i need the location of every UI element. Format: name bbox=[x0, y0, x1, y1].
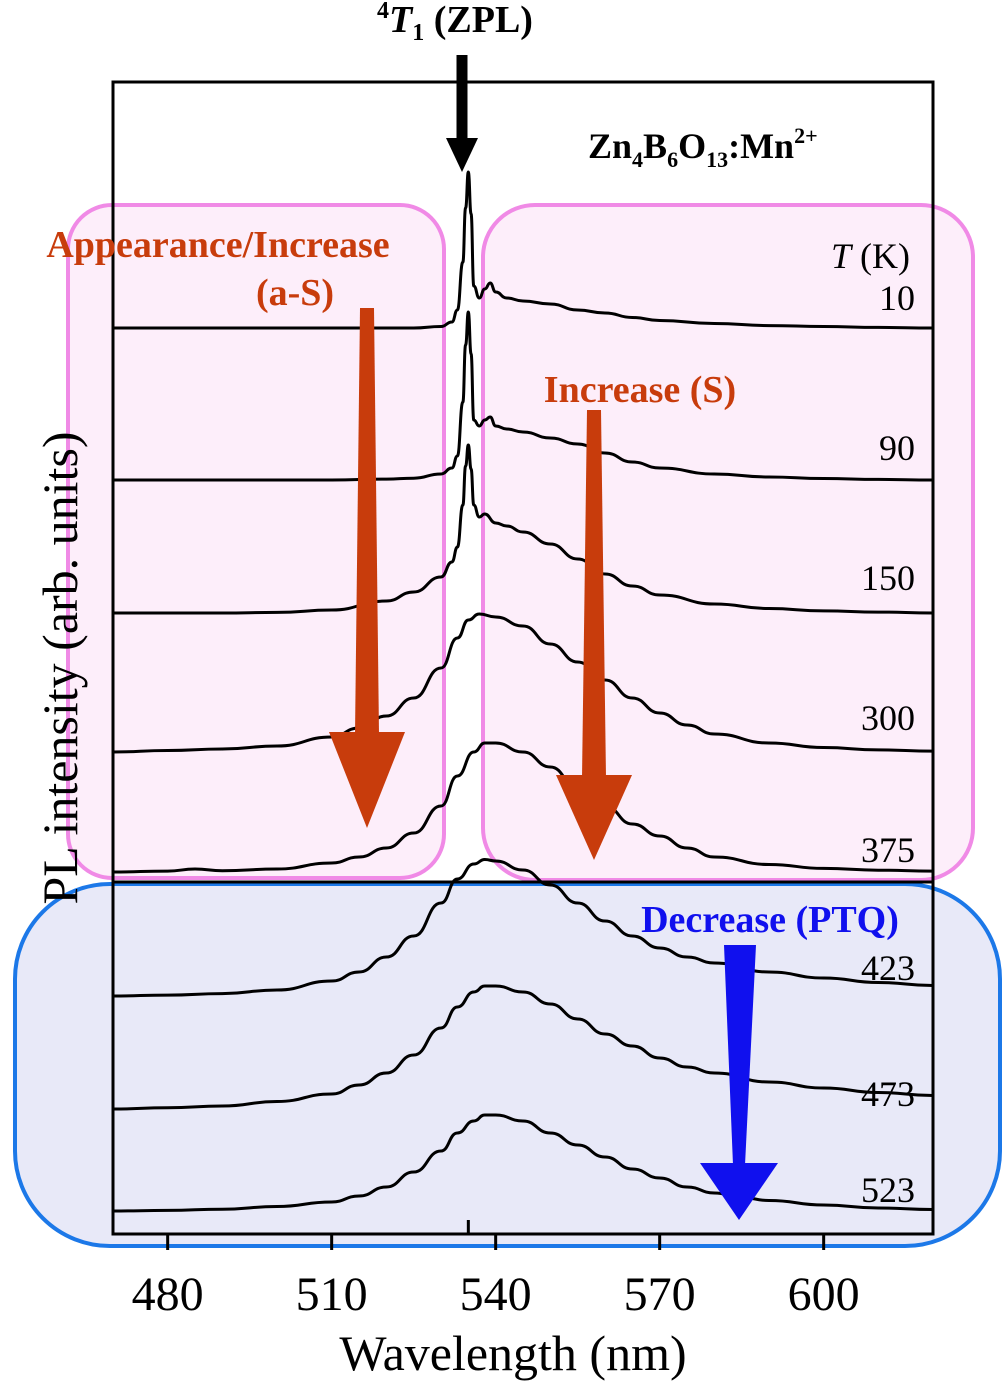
as-arrow-head bbox=[329, 732, 405, 828]
s-arrow bbox=[556, 410, 632, 860]
plot-frame bbox=[111, 80, 935, 1236]
sample-label-part: 6 bbox=[667, 147, 678, 172]
x-tick-label-570: 570 bbox=[624, 1268, 696, 1321]
spectra-layer bbox=[112, 170, 934, 1213]
zpl-arrow-head bbox=[446, 138, 478, 172]
sample-label-part: :Mn bbox=[728, 126, 794, 166]
as-label-line1: Appearance/Increase bbox=[46, 224, 389, 266]
temperature-unit: (K) bbox=[851, 236, 910, 276]
spectrum-line-473K bbox=[112, 984, 934, 1111]
temperature-label-473: 473 bbox=[861, 1074, 915, 1114]
y-axis-title: PL intensity (arb. units) bbox=[32, 431, 88, 904]
spectrum-line-375K bbox=[112, 741, 934, 874]
ptq-arrow-head bbox=[700, 1163, 778, 1220]
ptq-label: Decrease (PTQ) bbox=[641, 899, 899, 941]
s-region bbox=[481, 203, 975, 882]
temperature-label-375: 375 bbox=[861, 830, 915, 870]
x-tick-label-480: 480 bbox=[132, 1268, 204, 1321]
s-arrow-shaft bbox=[582, 410, 606, 778]
spectrum-line-150K bbox=[113, 443, 934, 615]
sample-label-part: 2+ bbox=[794, 123, 818, 148]
zpl-label: 4T1 (ZPL) bbox=[377, 0, 533, 46]
as-arrow-shaft bbox=[355, 308, 379, 735]
zpl-label-symbol: T bbox=[389, 0, 414, 41]
spectrum-line-90K bbox=[113, 310, 934, 482]
x-tick-label-510: 510 bbox=[296, 1268, 368, 1321]
s-label: Increase (S) bbox=[544, 369, 736, 411]
ptq-arrow bbox=[700, 945, 778, 1220]
temperature-label-423: 423 bbox=[861, 948, 915, 988]
temperature-symbol: T bbox=[831, 236, 854, 276]
spectrum-line-10K bbox=[113, 170, 934, 330]
temperature-label-90: 90 bbox=[879, 428, 915, 468]
x-axis: 480 510 540 570 600 bbox=[132, 1220, 860, 1321]
zpl-label-superscript: 4 bbox=[377, 0, 389, 24]
sample-label-part: B bbox=[643, 126, 667, 166]
zpl-label-text: (ZPL) bbox=[424, 0, 533, 41]
sample-label-part: O bbox=[678, 126, 706, 166]
sample-label: Zn4B6O13:Mn2+ bbox=[588, 123, 818, 172]
as-arrow bbox=[329, 308, 405, 828]
temperature-label-523: 523 bbox=[861, 1170, 915, 1210]
x-tick-label-540: 540 bbox=[460, 1268, 532, 1321]
spectrum-line-423K bbox=[112, 857, 934, 998]
x-tick-label-600: 600 bbox=[788, 1268, 860, 1321]
as-region bbox=[66, 203, 446, 880]
temperature-label-300: 300 bbox=[861, 698, 915, 738]
temperature-label-10: 10 bbox=[879, 278, 915, 318]
s-arrow-head bbox=[556, 775, 632, 860]
sample-label-part: 13 bbox=[706, 147, 728, 172]
zpl-label-subscript: 1 bbox=[412, 20, 424, 46]
ptq-arrow-shaft bbox=[724, 945, 756, 1165]
x-axis-title: Wavelength (nm) bbox=[339, 1325, 686, 1381]
temperature-labels: 10 90 150 300 375 423 473 523 bbox=[861, 278, 915, 1210]
as-label-line2: (a-S) bbox=[256, 272, 334, 314]
temperature-header: T (K) bbox=[831, 236, 910, 276]
sample-label-part: 4 bbox=[632, 147, 643, 172]
temperature-label-150: 150 bbox=[861, 558, 915, 598]
sample-label-part: Zn bbox=[588, 126, 632, 166]
